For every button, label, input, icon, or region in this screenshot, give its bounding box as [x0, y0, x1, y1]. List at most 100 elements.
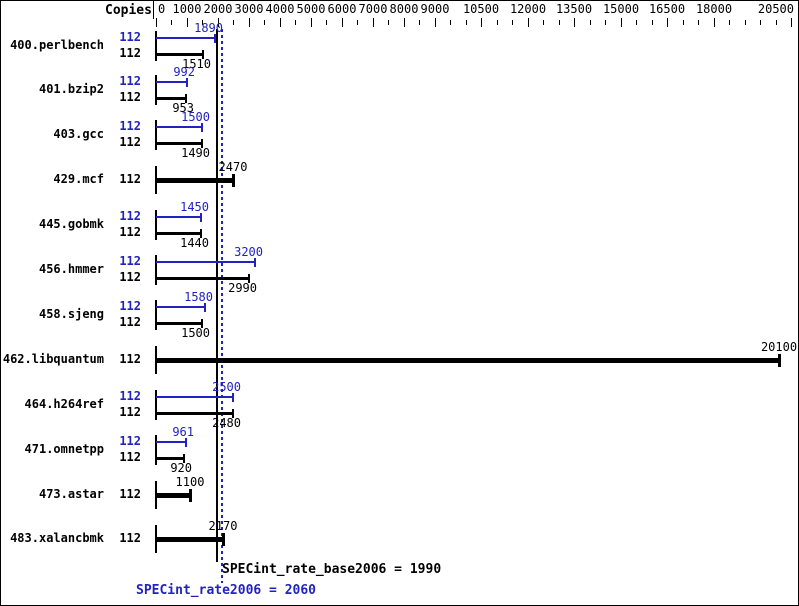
- base-bar: [156, 537, 223, 542]
- axis-minor-tick: [264, 20, 265, 25]
- base-value-label: 2470: [218, 160, 248, 174]
- copies-value-base: 112: [119, 172, 141, 186]
- axis-major-tick: [218, 18, 219, 27]
- copies-value-base: 112: [119, 531, 141, 545]
- axis-major-tick: [528, 18, 529, 27]
- axis-minor-tick: [450, 20, 451, 25]
- axis-minor-tick: [652, 20, 653, 25]
- peak-bar: [156, 261, 255, 263]
- peak-bar: [156, 81, 187, 83]
- reference-line-peak: [221, 29, 223, 583]
- copies-value-base: 112: [119, 46, 141, 60]
- copies-value-peak: 112: [119, 389, 141, 403]
- base-bar-cap: [201, 139, 203, 148]
- copies-value-peak: 112: [119, 299, 141, 313]
- base-value-label: 953: [172, 101, 194, 115]
- base-bar: [156, 277, 249, 280]
- axis-major-tick: [156, 18, 157, 27]
- axis-major-tick: [714, 18, 715, 27]
- peak-summary-label: SPECint_rate2006 = 2060: [136, 583, 317, 598]
- axis-tick-label: 9000: [420, 2, 450, 16]
- peak-value-label: 1450: [180, 200, 209, 214]
- axis-tick-label: 1000: [172, 2, 202, 16]
- base-value-label: 1440: [180, 236, 209, 250]
- peak-bar-cap: [200, 213, 202, 222]
- peak-bar-cap: [186, 78, 188, 87]
- row-baseline: [155, 300, 157, 330]
- peak-bar: [156, 216, 201, 218]
- base-bar: [156, 412, 233, 415]
- axis-tick-label: 2000: [203, 2, 233, 16]
- axis-minor-tick: [202, 20, 203, 25]
- axis-major-tick: [187, 18, 188, 27]
- axis-minor-tick: [543, 20, 544, 25]
- copies-column-header: Copies: [105, 3, 152, 18]
- axis-tick-label: 16500: [648, 2, 686, 16]
- axis-minor-tick: [590, 20, 591, 25]
- axis-major-tick: [373, 18, 374, 27]
- base-bar-cap: [232, 409, 234, 418]
- peak-bar-cap: [185, 438, 187, 447]
- row-baseline: [155, 120, 157, 150]
- axis-minor-tick: [760, 20, 761, 25]
- axis-major-tick: [791, 18, 792, 27]
- axis-major-tick: [621, 18, 622, 27]
- axis-minor-tick: [729, 20, 730, 25]
- peak-bar: [156, 126, 202, 128]
- copies-value-base: 112: [119, 225, 141, 239]
- peak-bar-cap: [204, 303, 206, 312]
- base-value-label: 1500: [181, 326, 210, 340]
- row-baseline: [155, 210, 157, 240]
- axis-major-tick: [280, 18, 281, 27]
- axis-tick-label: 0: [158, 2, 166, 16]
- axis-tick-label: 5000: [296, 2, 326, 16]
- axis-major-tick: [574, 18, 575, 27]
- axis-minor-tick: [357, 20, 358, 25]
- peak-value-label: 992: [173, 65, 195, 79]
- axis-minor-tick: [559, 20, 560, 25]
- peak-value-label: 2500: [212, 380, 241, 394]
- base-bar-cap: [185, 94, 187, 103]
- copies-value-base: 112: [119, 315, 141, 329]
- copies-value-base: 112: [119, 450, 141, 464]
- copies-value-base: 112: [119, 135, 141, 149]
- axis-minor-tick: [419, 20, 420, 25]
- base-bar-cap: [778, 354, 781, 367]
- base-value-label: 920: [170, 461, 192, 475]
- base-bar: [156, 178, 233, 183]
- axis-tick-label: 10500: [462, 2, 500, 16]
- axis-minor-tick: [683, 20, 684, 25]
- copies-value-peak: 112: [119, 30, 141, 44]
- peak-bar-cap: [201, 123, 203, 132]
- copies-value-peak: 112: [119, 209, 141, 223]
- copies-value-base: 112: [119, 90, 141, 104]
- axis-major-tick: [311, 18, 312, 27]
- axis-minor-tick: [745, 20, 746, 25]
- base-value-label: 1100: [175, 475, 205, 489]
- axis-minor-tick: [388, 20, 389, 25]
- benchmark-label: 456.hmmer: [38, 262, 104, 276]
- peak-value-label: 3200: [234, 245, 263, 259]
- benchmark-label: 458.sjeng: [38, 307, 104, 321]
- axis-minor-tick: [497, 20, 498, 25]
- peak-value-label: 1890: [194, 21, 223, 35]
- row-baseline: [155, 390, 157, 420]
- row-baseline: [155, 31, 157, 61]
- axis-tick-label: 4000: [265, 2, 295, 16]
- axis-tick-label: 13500: [555, 2, 593, 16]
- base-bar: [156, 322, 202, 325]
- axis-tick-label: 8000: [389, 2, 419, 16]
- axis-minor-tick: [466, 20, 467, 25]
- benchmark-label: 473.astar: [38, 487, 104, 501]
- copies-value-base: 112: [119, 270, 141, 284]
- axis-minor-tick: [171, 20, 172, 25]
- base-bar: [156, 97, 186, 100]
- base-value-label: 20100: [760, 340, 798, 354]
- axis-minor-tick: [776, 20, 777, 25]
- base-summary-label: SPECint_rate_base2006 = 1990: [222, 562, 442, 577]
- row-baseline: [155, 255, 157, 285]
- copies-value-peak: 112: [119, 119, 141, 133]
- base-value-label: 2990: [228, 281, 257, 295]
- axis-tick-label: 6000: [327, 2, 357, 16]
- base-bar: [156, 493, 190, 498]
